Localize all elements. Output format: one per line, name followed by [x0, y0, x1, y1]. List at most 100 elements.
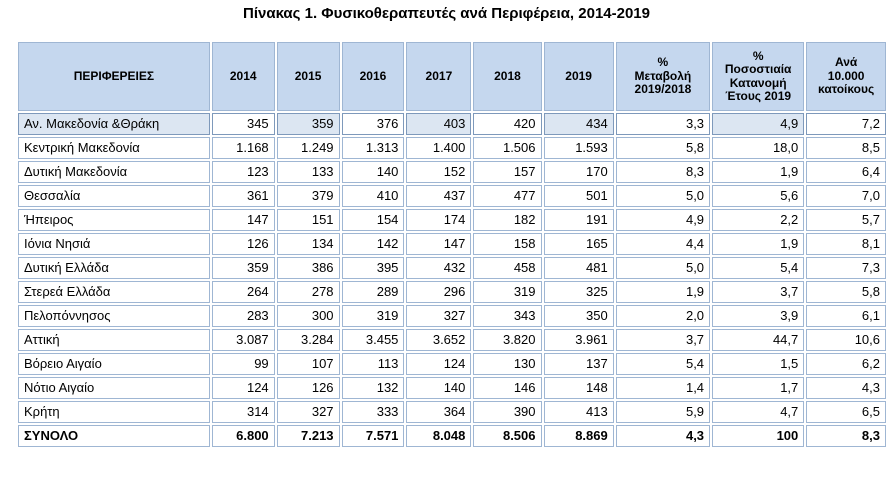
- cell-region: Δυτική Μακεδονία: [18, 161, 210, 183]
- cell-2016: 7.571: [341, 425, 405, 447]
- cell-2018: 8.506: [473, 425, 542, 447]
- cell-region: Νότιο Αιγαίο: [18, 377, 210, 399]
- header-2016: 2016: [341, 42, 405, 111]
- cell-share: 3,9: [712, 305, 805, 327]
- cell-region: Στερεά Ελλάδα: [18, 281, 210, 303]
- cell-2015: 3.284: [276, 329, 340, 351]
- cell-2016: 333: [341, 401, 405, 423]
- cell-2014: 147: [211, 209, 275, 231]
- cell-2015: 300: [276, 305, 340, 327]
- cell-change: 3,7: [615, 329, 711, 351]
- cell-2014: 345: [211, 113, 275, 135]
- cell-2015: 379: [276, 185, 340, 207]
- cell-per-10000: 6,4: [806, 161, 886, 183]
- cell-region: Πελοπόννησος: [18, 305, 210, 327]
- cell-2014: 6.800: [211, 425, 275, 447]
- cell-2018: 319: [473, 281, 542, 303]
- cell-per-10000: 8,3: [806, 425, 886, 447]
- cell-2019: 165: [543, 233, 614, 255]
- cell-share: 100: [712, 425, 805, 447]
- cell-share: 5,6: [712, 185, 805, 207]
- cell-share: 4,7: [712, 401, 805, 423]
- physiotherapists-table: ΠΕΡΙΦΕΡΕΙΕΣ 2014 2015 2016 2017 2018 201…: [16, 40, 888, 449]
- cell-per-10000: 5,8: [806, 281, 886, 303]
- cell-2014: 359: [211, 257, 275, 279]
- cell-per-10000: 4,3: [806, 377, 886, 399]
- cell-2019: 413: [543, 401, 614, 423]
- cell-change: 1,9: [615, 281, 711, 303]
- cell-region: Δυτική Ελλάδα: [18, 257, 210, 279]
- cell-share: 1,7: [712, 377, 805, 399]
- cell-2018: 130: [473, 353, 542, 375]
- cell-2015: 278: [276, 281, 340, 303]
- cell-2015: 359: [276, 113, 340, 135]
- cell-2019: 3.961: [543, 329, 614, 351]
- cell-2014: 1.168: [211, 137, 275, 159]
- table-row: Ήπειρος 147 151 154 174 182 191 4,9 2,2 5,7: [18, 209, 886, 231]
- cell-region: Βόρειο Αιγαίο: [18, 353, 210, 375]
- cell-2017: 403: [406, 113, 472, 135]
- table-row: Ιόνια Νησιά 126 134 142 147 158 165 4,4 1,9 8,1: [18, 233, 886, 255]
- cell-2019: 148: [543, 377, 614, 399]
- total-row: ΣΥΝΟΛΟ 6.800 7.213 7.571 8.048 8.506 8.869 4,3 1…: [18, 425, 886, 447]
- cell-2017: 152: [406, 161, 472, 183]
- cell-share: 1,9: [712, 233, 805, 255]
- footnote-cut: [18, 470, 878, 481]
- cell-per-10000: 7,0: [806, 185, 886, 207]
- cell-share: 4,9: [712, 113, 805, 135]
- cell-2019: 325: [543, 281, 614, 303]
- cell-2015: 1.249: [276, 137, 340, 159]
- cell-region: Κεντρική Μακεδονία: [18, 137, 210, 159]
- header-per-10000: Ανά 10.000 κατοίκους: [806, 42, 886, 111]
- cell-change: 5,8: [615, 137, 711, 159]
- cell-share: 1,5: [712, 353, 805, 375]
- cell-2017: 8.048: [406, 425, 472, 447]
- cell-2016: 113: [341, 353, 405, 375]
- cell-share: 5,4: [712, 257, 805, 279]
- table-title: Πίνακας 1. Φυσικοθεραπευτές ανά Περιφέρε…: [243, 5, 650, 22]
- table-row: Στερεά Ελλάδα 264 278 289 296 319 325 1,9 3,7 5,8: [18, 281, 886, 303]
- cell-2019: 170: [543, 161, 614, 183]
- cell-region: Ιόνια Νησιά: [18, 233, 210, 255]
- cell-2016: 1.313: [341, 137, 405, 159]
- cell-2016: 142: [341, 233, 405, 255]
- cell-region: ΣΥΝΟΛΟ: [18, 425, 210, 447]
- cell-change: 3,3: [615, 113, 711, 135]
- header-2018: 2018: [473, 42, 542, 111]
- header-2019: 2019: [543, 42, 614, 111]
- cell-2016: 3.455: [341, 329, 405, 351]
- cell-2019: 434: [543, 113, 614, 135]
- header-2017: 2017: [406, 42, 472, 111]
- cell-2017: 327: [406, 305, 472, 327]
- cell-region: Αν. Μακεδονία &Θράκη: [18, 113, 210, 135]
- cell-change: 5,0: [615, 257, 711, 279]
- cell-2018: 3.820: [473, 329, 542, 351]
- table-row: Δυτική Μακεδονία 123 133 140 152 157 170 8,3 1,9…: [18, 161, 886, 183]
- cell-2018: 458: [473, 257, 542, 279]
- cell-2015: 151: [276, 209, 340, 231]
- cell-2017: 296: [406, 281, 472, 303]
- cell-2018: 477: [473, 185, 542, 207]
- cell-per-10000: 8,1: [806, 233, 886, 255]
- cell-2014: 314: [211, 401, 275, 423]
- cell-2017: 1.400: [406, 137, 472, 159]
- cell-2015: 126: [276, 377, 340, 399]
- cell-2014: 123: [211, 161, 275, 183]
- cell-2019: 501: [543, 185, 614, 207]
- cell-2014: 283: [211, 305, 275, 327]
- cell-per-10000: 10,6: [806, 329, 886, 351]
- cell-per-10000: 7,2: [806, 113, 886, 135]
- cell-2018: 158: [473, 233, 542, 255]
- table-row: Κρήτη 314 327 333 364 390 413 5,9 4,7 6,5: [18, 401, 886, 423]
- cell-change: 1,4: [615, 377, 711, 399]
- cell-2019: 8.869: [543, 425, 614, 447]
- cell-2017: 174: [406, 209, 472, 231]
- table-row: Δυτική Ελλάδα 359 386 395 432 458 481 5,0 5,4 7,3: [18, 257, 886, 279]
- cell-2017: 124: [406, 353, 472, 375]
- cell-change: 2,0: [615, 305, 711, 327]
- table-row: Αττική 3.087 3.284 3.455 3.652 3.820 3.961 3,7 4…: [18, 329, 886, 351]
- cell-per-10000: 6,5: [806, 401, 886, 423]
- cell-region: Θεσσαλία: [18, 185, 210, 207]
- cell-2015: 327: [276, 401, 340, 423]
- cell-2018: 1.506: [473, 137, 542, 159]
